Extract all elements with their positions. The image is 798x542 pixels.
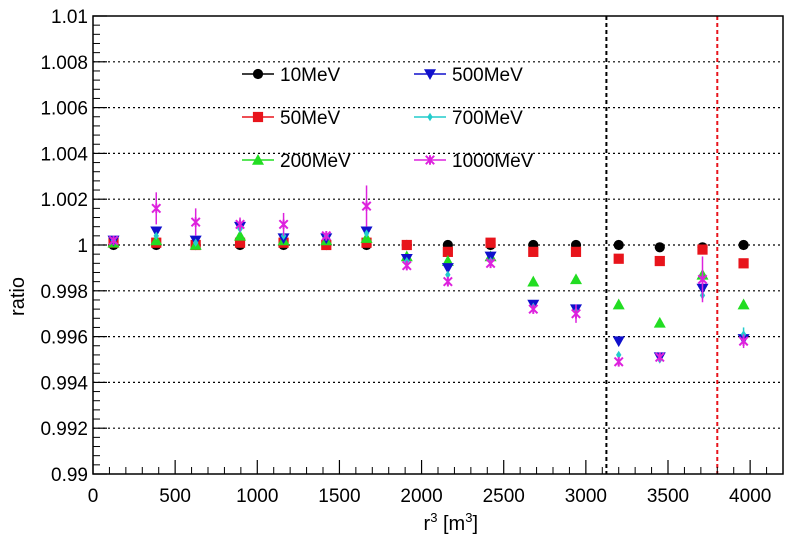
data-point bbox=[613, 356, 624, 367]
x-tick-label: 0 bbox=[88, 486, 99, 507]
data-point bbox=[278, 219, 289, 230]
legend-entry-700mev: 700MeV bbox=[414, 108, 523, 129]
data-point bbox=[527, 275, 540, 287]
data-point bbox=[654, 255, 665, 267]
data-point bbox=[485, 258, 496, 269]
data-point bbox=[151, 203, 162, 214]
data-point bbox=[528, 246, 539, 257]
x-tick-label: 1500 bbox=[318, 486, 360, 507]
legend-entry-1000mev: 1000MeV bbox=[414, 151, 534, 172]
y-tick-label: 1.006 bbox=[40, 99, 88, 120]
y-tick-label: 1 bbox=[77, 236, 88, 257]
legend-entry-200mev: 200MeV bbox=[242, 151, 351, 172]
data-point bbox=[442, 276, 453, 287]
x-axis-title: r3 [m3] bbox=[424, 510, 478, 535]
data-point bbox=[108, 235, 119, 246]
series-500mev bbox=[107, 221, 750, 364]
data-point bbox=[192, 238, 199, 247]
data-point bbox=[653, 316, 666, 328]
series-1000mev bbox=[108, 185, 749, 367]
vertical-marker-lines bbox=[605, 16, 719, 474]
data-point bbox=[570, 273, 582, 285]
legend-entry-50mev: 50MeV bbox=[242, 108, 341, 129]
y-tick-label: 1.004 bbox=[40, 144, 88, 165]
legend: 10MeV 50MeV 200MeV 500MeV 700MeV 1000MeV bbox=[242, 65, 534, 172]
grid-lines bbox=[93, 61, 783, 429]
y-tick-label: 1.01 bbox=[51, 7, 88, 28]
data-point bbox=[613, 239, 624, 251]
data-point bbox=[738, 239, 749, 251]
data-point bbox=[570, 246, 582, 257]
legend-label: 10MeV bbox=[280, 65, 341, 86]
y-tick-label: 0.994 bbox=[40, 373, 88, 394]
data-point bbox=[234, 229, 247, 241]
legend-marker bbox=[252, 111, 264, 123]
legend-marker bbox=[252, 68, 264, 80]
data-point bbox=[738, 336, 749, 347]
data-point bbox=[190, 217, 201, 228]
y-tick-label: 1.008 bbox=[40, 53, 88, 74]
legend-label: 200MeV bbox=[280, 151, 351, 172]
series-700mev bbox=[110, 224, 747, 364]
legend-entry-10mev: 10MeV bbox=[242, 65, 341, 86]
y-tick-label: 0.998 bbox=[40, 282, 88, 303]
axes: 0.99 0.992 0.994 0.996 0.998 1 1.002 1.004 1.006… bbox=[40, 7, 784, 507]
y-axis-title: ratio bbox=[7, 277, 29, 316]
data-point bbox=[528, 304, 539, 315]
data-point bbox=[697, 244, 708, 255]
data-point bbox=[485, 237, 496, 248]
data-point bbox=[401, 260, 412, 271]
data-point bbox=[616, 350, 622, 360]
x-tick-label: 500 bbox=[159, 486, 191, 507]
data-point bbox=[697, 274, 708, 285]
y-tick-label: 0.99 bbox=[51, 465, 88, 486]
legend-label: 500MeV bbox=[452, 65, 523, 86]
y-tick-label: 1.002 bbox=[40, 190, 88, 211]
x-tick-label: 4000 bbox=[729, 486, 771, 507]
x-tick-label: 2500 bbox=[483, 486, 525, 507]
data-point bbox=[612, 298, 625, 310]
data-point bbox=[445, 270, 451, 279]
data-point bbox=[153, 231, 159, 241]
legend-marker bbox=[252, 154, 264, 165]
legend-label: 700MeV bbox=[452, 108, 523, 129]
x-tick-label: 1000 bbox=[236, 486, 278, 507]
data-point bbox=[738, 258, 749, 269]
x-tick-label: 2000 bbox=[400, 486, 442, 507]
legend-marker bbox=[425, 155, 435, 165]
legend-entry-500mev: 500MeV bbox=[414, 65, 523, 86]
y-tick-label: 0.996 bbox=[40, 328, 88, 349]
legend-marker bbox=[424, 69, 436, 80]
data-point bbox=[737, 298, 750, 310]
data-point bbox=[235, 219, 245, 230]
data-point bbox=[442, 246, 453, 257]
series-10mev bbox=[108, 239, 749, 253]
data-points bbox=[107, 185, 750, 367]
data-point bbox=[361, 201, 372, 211]
x-tick-label: 3000 bbox=[565, 486, 607, 507]
data-point bbox=[234, 237, 246, 248]
x-tick-label: 3500 bbox=[647, 486, 689, 507]
series-50mev bbox=[108, 237, 749, 269]
data-point bbox=[441, 263, 454, 274]
legend-marker bbox=[427, 112, 433, 122]
data-point bbox=[571, 308, 581, 319]
legend-label: 50MeV bbox=[280, 108, 341, 129]
data-point bbox=[654, 352, 665, 363]
legend-label: 1000MeV bbox=[452, 151, 534, 172]
data-point bbox=[612, 336, 625, 348]
data-point bbox=[363, 229, 370, 238]
data-point bbox=[654, 242, 665, 253]
data-point bbox=[613, 253, 624, 264]
y-tick-label: 0.992 bbox=[40, 419, 88, 440]
data-point bbox=[401, 239, 412, 251]
data-point bbox=[321, 230, 332, 241]
